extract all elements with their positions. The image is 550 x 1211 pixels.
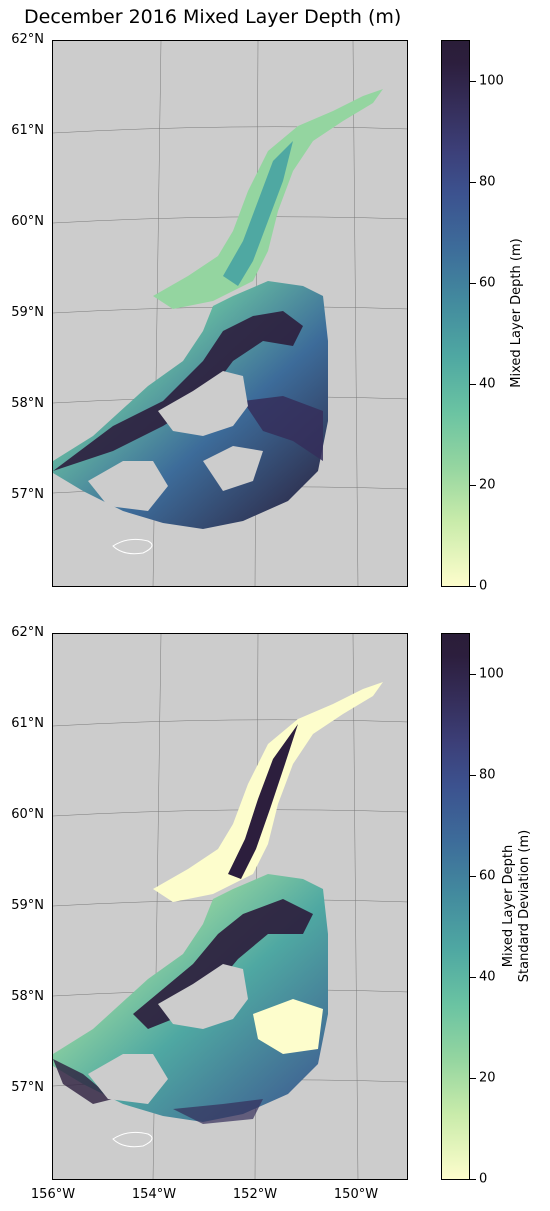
- colorbar-std: [441, 633, 470, 1180]
- island-sw: [88, 1054, 168, 1104]
- colorbar-tick: [470, 485, 476, 486]
- deep-channel: [53, 311, 303, 471]
- colorbar-tick: [470, 1179, 476, 1180]
- island: [158, 371, 248, 436]
- lat-label: 61°N: [11, 716, 44, 731]
- colorbar-tick: [470, 674, 476, 675]
- colorbar-tick-label: 60: [479, 275, 496, 291]
- colorbar-tick-label: 100: [479, 73, 504, 89]
- island-sw: [88, 461, 168, 511]
- colorbar-tick: [470, 182, 476, 183]
- map-frame-std: [52, 633, 408, 1180]
- colorbar-title-std: Mixed Layer Depth Standard Deviation (m): [501, 830, 533, 982]
- colorbar-tick-label: 0: [479, 1171, 488, 1187]
- lon-label: 154°W: [131, 1187, 177, 1202]
- colorbar-title-mld: Mixed Layer Depth (m): [509, 238, 525, 387]
- colorbar-tick-label: 40: [479, 969, 496, 985]
- lat-label: 59°N: [11, 898, 44, 913]
- lat-label: 57°N: [11, 1080, 44, 1095]
- colorbar-tick: [470, 775, 476, 776]
- lat-label: 58°N: [11, 989, 44, 1004]
- colorbar-tick-label: 60: [479, 868, 496, 884]
- colorbar-tick-label: 80: [479, 174, 496, 190]
- colorbar-title-line: Standard Deviation (m): [517, 829, 532, 983]
- lat-label: 60°N: [11, 214, 44, 229]
- low-var-patch: [253, 999, 323, 1054]
- colorbar-title-line: Mixed Layer Depth (m): [509, 238, 524, 388]
- colorbar-tick-label: 100: [479, 666, 504, 682]
- lat-label: 61°N: [11, 123, 44, 138]
- map-frame-mld: [52, 40, 408, 587]
- lat-label: 59°N: [11, 305, 44, 320]
- island-mid: [203, 446, 263, 491]
- colorbar-tick: [470, 977, 476, 978]
- colorbar-tick-label: 20: [479, 477, 496, 493]
- colorbar-tick: [470, 876, 476, 877]
- map-mld: [53, 41, 407, 586]
- colorbar-tick-label: 80: [479, 767, 496, 783]
- colorbar-tick-label: 0: [479, 578, 488, 594]
- inlet-channel: [223, 141, 293, 286]
- small-island: [112, 538, 153, 555]
- colorbar-mld: [441, 40, 470, 587]
- inlet-channel: [228, 724, 298, 879]
- island: [158, 964, 248, 1029]
- colorbar-tick: [470, 586, 476, 587]
- lat-label: 58°N: [11, 396, 44, 411]
- lon-label: 156°W: [30, 1187, 76, 1202]
- colorbar-tick-label: 20: [479, 1070, 496, 1086]
- small-island: [112, 1131, 153, 1148]
- edge-band: [53, 1059, 113, 1104]
- lat-label: 62°N: [11, 625, 44, 640]
- colorbar-tick-label: 40: [479, 376, 496, 392]
- lon-label: 152°W: [232, 1187, 278, 1202]
- lon-label: 150°W: [333, 1187, 379, 1202]
- deep-patch: [243, 396, 323, 461]
- south-band: [173, 1099, 263, 1124]
- colorbar-tick: [470, 384, 476, 385]
- figure-title: December 2016 Mixed Layer Depth (m): [24, 6, 402, 28]
- lat-label: 57°N: [11, 487, 44, 502]
- map-std: [53, 634, 407, 1179]
- colorbar-title-line: Mixed Layer Depth: [501, 844, 516, 968]
- lat-label: 62°N: [11, 32, 44, 47]
- lat-label: 60°N: [11, 807, 44, 822]
- colorbar-tick: [470, 81, 476, 82]
- colorbar-tick: [470, 283, 476, 284]
- colorbar-tick: [470, 1078, 476, 1079]
